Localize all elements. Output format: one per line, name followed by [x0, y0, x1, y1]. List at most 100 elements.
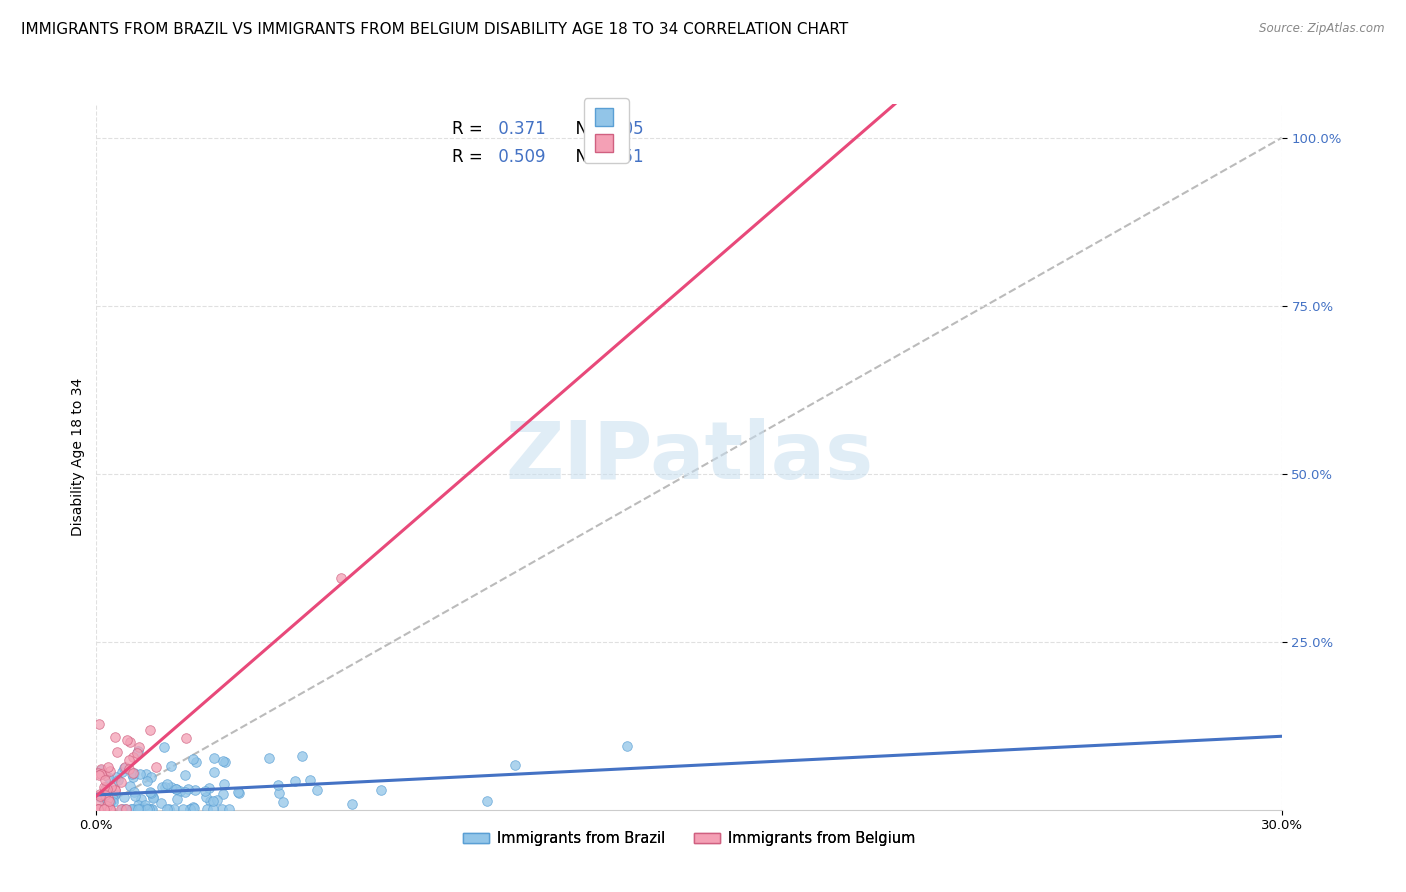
Point	[134, 767, 156, 781]
Point	[118, 735, 141, 749]
Point	[169, 784, 191, 798]
Point	[166, 792, 188, 806]
Point	[194, 784, 217, 798]
Point	[96, 781, 118, 796]
Point	[141, 786, 163, 800]
Point	[93, 768, 115, 782]
Point	[118, 779, 141, 793]
Point	[183, 801, 205, 815]
Point	[142, 789, 165, 804]
Point	[118, 753, 141, 767]
Point	[152, 740, 174, 755]
Point	[267, 786, 290, 800]
Point	[87, 716, 110, 731]
Text: R =: R =	[451, 148, 488, 166]
Text: IMMIGRANTS FROM BRAZIL VS IMMIGRANTS FROM BELGIUM DISABILITY AGE 18 TO 34 CORREL: IMMIGRANTS FROM BRAZIL VS IMMIGRANTS FRO…	[21, 22, 848, 37]
Point	[98, 802, 121, 816]
Text: R =: R =	[451, 120, 488, 138]
Point	[135, 773, 157, 788]
Point	[91, 789, 114, 803]
Point	[174, 767, 197, 781]
Point	[212, 755, 235, 769]
Point	[129, 792, 152, 806]
Text: 105: 105	[612, 120, 644, 138]
Point	[118, 762, 141, 776]
Point	[172, 802, 194, 816]
Point	[122, 749, 145, 764]
Point	[93, 780, 115, 794]
Point	[128, 739, 150, 754]
Point	[228, 786, 250, 800]
Text: 0.509: 0.509	[494, 148, 546, 166]
Point	[307, 782, 329, 797]
Point	[90, 766, 112, 780]
Point	[124, 802, 146, 816]
Point	[205, 792, 228, 806]
Point	[93, 802, 115, 816]
Point	[212, 777, 235, 791]
Point	[138, 802, 160, 816]
Point	[174, 731, 197, 745]
Point	[141, 791, 163, 805]
Point	[96, 793, 118, 807]
Point	[153, 780, 176, 794]
Point	[127, 746, 149, 760]
Point	[87, 796, 110, 810]
Point	[104, 783, 127, 797]
Text: N =: N =	[565, 120, 612, 138]
Point	[139, 802, 162, 816]
Point	[202, 750, 225, 764]
Point	[259, 751, 281, 765]
Point	[179, 802, 201, 816]
Point	[127, 744, 149, 758]
Point	[165, 782, 187, 797]
Point	[342, 797, 364, 811]
Point	[97, 770, 120, 784]
Point	[129, 766, 152, 780]
Point	[122, 770, 145, 784]
Point	[200, 794, 222, 808]
Point	[128, 802, 150, 816]
Point	[89, 789, 111, 804]
Point	[124, 789, 146, 803]
Point	[160, 759, 183, 773]
Point	[94, 772, 117, 787]
Point	[181, 752, 204, 766]
Point	[93, 802, 115, 816]
Point	[273, 795, 295, 809]
Point	[157, 802, 180, 816]
Point	[150, 797, 173, 811]
Point	[110, 802, 132, 816]
Point	[145, 759, 167, 773]
Point	[104, 730, 127, 744]
Point	[141, 770, 163, 784]
Point	[105, 745, 128, 759]
Point	[101, 792, 124, 806]
Point	[98, 795, 121, 809]
Point	[100, 780, 122, 795]
Point	[94, 788, 117, 802]
Point	[150, 780, 173, 794]
Point	[89, 802, 111, 816]
Point	[90, 762, 112, 776]
Point	[96, 798, 118, 813]
Point	[127, 798, 149, 813]
Point	[228, 785, 250, 799]
Point	[198, 781, 221, 796]
Point	[120, 802, 142, 816]
Point	[89, 788, 111, 802]
Point	[114, 802, 136, 816]
Point	[93, 781, 115, 796]
Point	[87, 768, 110, 782]
Point	[97, 760, 120, 774]
Point	[94, 795, 117, 809]
Point	[112, 789, 135, 804]
Point	[370, 783, 392, 797]
Point	[121, 766, 143, 780]
Point	[475, 794, 498, 808]
Point	[218, 802, 240, 816]
Text: N =: N =	[565, 148, 612, 166]
Point	[114, 760, 136, 774]
Point	[201, 802, 224, 816]
Point	[330, 571, 353, 585]
